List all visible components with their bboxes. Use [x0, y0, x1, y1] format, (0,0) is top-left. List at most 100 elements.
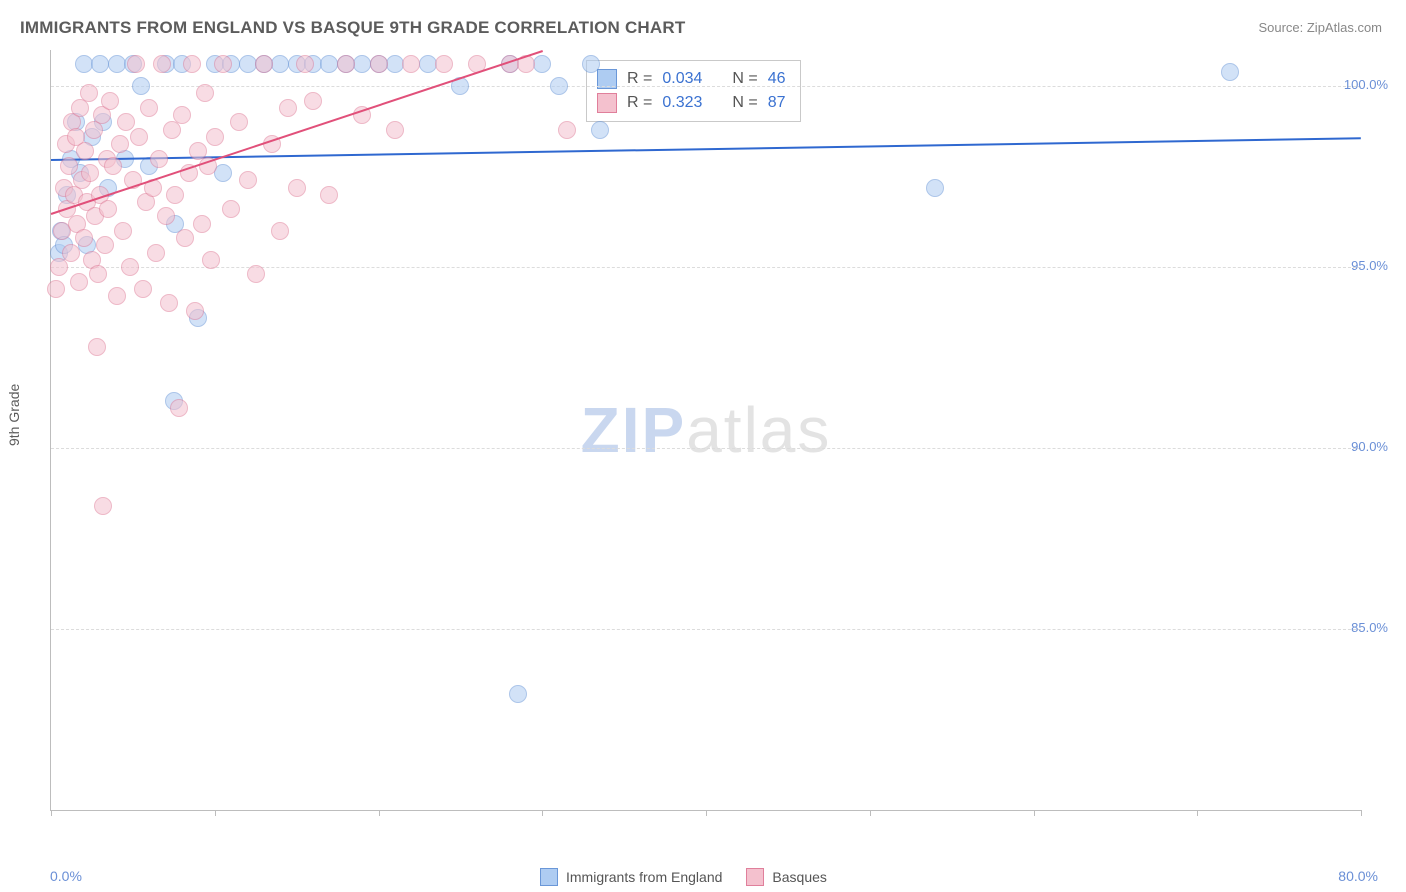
- n-value: 87: [768, 94, 786, 112]
- y-axis-title: 9th Grade: [6, 384, 22, 446]
- scatter-point: [104, 157, 122, 175]
- scatter-point: [166, 186, 184, 204]
- x-tick: [215, 810, 216, 816]
- scatter-point: [111, 135, 129, 153]
- legend-swatch: [746, 868, 764, 886]
- scatter-point: [353, 55, 371, 73]
- scatter-point: [591, 121, 609, 139]
- x-tick: [542, 810, 543, 816]
- watermark-atlas: atlas: [686, 394, 831, 466]
- scatter-point: [114, 222, 132, 240]
- watermark-zip: ZIP: [581, 394, 687, 466]
- legend-item: Basques: [746, 868, 826, 886]
- correlation-row: R = 0.323 N = 87: [597, 91, 786, 115]
- scatter-point: [62, 244, 80, 262]
- correlation-row: R =0.034N =46: [597, 67, 786, 91]
- scatter-point: [117, 113, 135, 131]
- scatter-point: [419, 55, 437, 73]
- x-tick: [870, 810, 871, 816]
- scatter-point: [1221, 63, 1239, 81]
- scatter-point: [386, 55, 404, 73]
- scatter-point: [196, 84, 214, 102]
- legend-label: Basques: [772, 869, 826, 885]
- n-label: N =: [732, 94, 757, 112]
- scatter-point: [222, 200, 240, 218]
- scatter-point: [150, 150, 168, 168]
- scatter-point: [255, 55, 273, 73]
- x-tick: [706, 810, 707, 816]
- scatter-point: [130, 128, 148, 146]
- scatter-point: [247, 265, 265, 283]
- y-tick-label: 90.0%: [1351, 439, 1388, 454]
- scatter-point: [271, 55, 289, 73]
- r-value: 0.323: [662, 94, 702, 112]
- scatter-point: [186, 302, 204, 320]
- x-tick: [1361, 810, 1362, 816]
- scatter-point: [320, 55, 338, 73]
- scatter-point: [101, 92, 119, 110]
- scatter-point: [304, 92, 322, 110]
- scatter-point: [80, 84, 98, 102]
- scatter-point: [402, 55, 420, 73]
- scatter-point: [140, 99, 158, 117]
- plot-area: ZIPatlas R =0.034N =46 R = 0.323 N = 87: [50, 50, 1361, 811]
- scatter-point: [70, 273, 88, 291]
- y-tick-label: 95.0%: [1351, 258, 1388, 273]
- scatter-point: [157, 207, 175, 225]
- scatter-point: [206, 128, 224, 146]
- x-tick: [1034, 810, 1035, 816]
- scatter-point: [435, 55, 453, 73]
- legend-swatch: [540, 868, 558, 886]
- scatter-point: [134, 280, 152, 298]
- y-tick-label: 85.0%: [1351, 620, 1388, 635]
- scatter-point: [926, 179, 944, 197]
- scatter-point: [279, 99, 297, 117]
- scatter-point: [214, 55, 232, 73]
- scatter-point: [88, 338, 106, 356]
- scatter-point: [108, 287, 126, 305]
- legend-label: Immigrants from England: [566, 869, 722, 885]
- scatter-point: [386, 121, 404, 139]
- scatter-point: [76, 142, 94, 160]
- scatter-point: [121, 258, 139, 276]
- scatter-point: [271, 222, 289, 240]
- scatter-point: [288, 179, 306, 197]
- scatter-point: [94, 497, 112, 515]
- scatter-point: [193, 215, 211, 233]
- scatter-point: [176, 229, 194, 247]
- scatter-point: [239, 171, 257, 189]
- scatter-point: [50, 258, 68, 276]
- scatter-point: [60, 157, 78, 175]
- scatter-point: [160, 294, 178, 312]
- scatter-point: [173, 106, 191, 124]
- series-swatch: [597, 93, 617, 113]
- scatter-point: [370, 55, 388, 73]
- chart-container: IMMIGRANTS FROM ENGLAND VS BASQUE 9TH GR…: [0, 0, 1406, 892]
- r-label: R =: [627, 94, 652, 112]
- scatter-point: [89, 265, 107, 283]
- scatter-point: [147, 244, 165, 262]
- x-tick: [379, 810, 380, 816]
- scatter-point: [230, 113, 248, 131]
- scatter-point: [202, 251, 220, 269]
- correlation-box: R =0.034N =46 R = 0.323 N = 87: [586, 60, 801, 122]
- scatter-point: [108, 55, 126, 73]
- x-tick: [1197, 810, 1198, 816]
- scatter-point: [75, 55, 93, 73]
- y-tick-label: 100.0%: [1344, 77, 1388, 92]
- scatter-point: [81, 164, 99, 182]
- legend: Immigrants from England Basques: [540, 868, 827, 886]
- scatter-point: [170, 399, 188, 417]
- scatter-point: [239, 55, 257, 73]
- gridline: [51, 86, 1361, 87]
- scatter-point: [91, 55, 109, 73]
- scatter-point: [47, 280, 65, 298]
- x-axis-min-label: 0.0%: [50, 868, 82, 884]
- scatter-point: [96, 236, 114, 254]
- scatter-point: [127, 55, 145, 73]
- scatter-point: [132, 77, 150, 95]
- scatter-point: [99, 200, 117, 218]
- scatter-point: [550, 77, 568, 95]
- scatter-point: [183, 55, 201, 73]
- scatter-point: [558, 121, 576, 139]
